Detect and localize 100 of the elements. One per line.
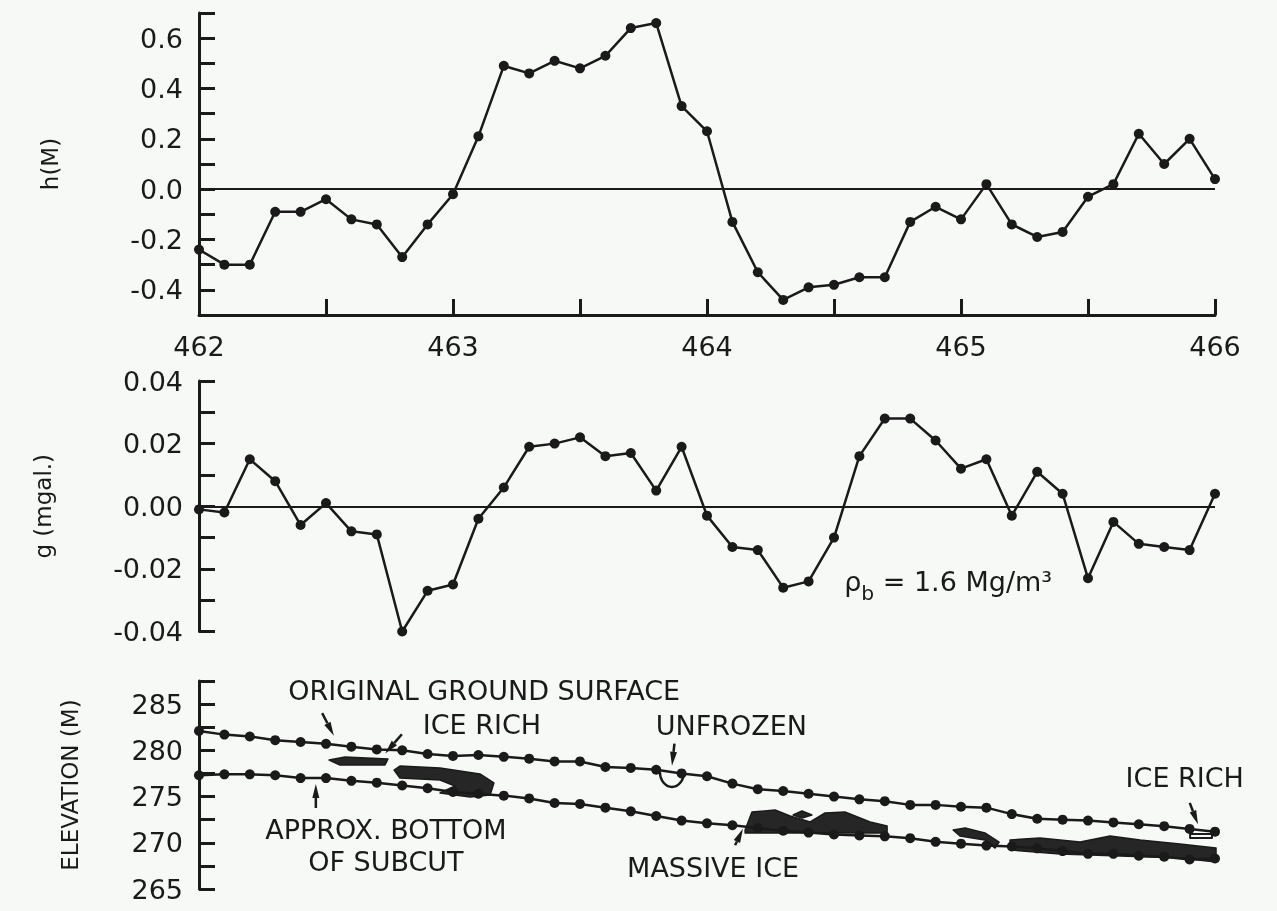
point bbox=[1159, 851, 1170, 862]
annotation: MASSIVE ICE bbox=[627, 851, 800, 883]
point bbox=[702, 771, 712, 782]
point bbox=[524, 68, 535, 79]
point bbox=[244, 259, 255, 270]
x-tick-label: 462 bbox=[173, 331, 225, 362]
point bbox=[879, 272, 890, 283]
point bbox=[905, 799, 916, 810]
point bbox=[448, 189, 458, 200]
point bbox=[879, 413, 890, 424]
point bbox=[1210, 853, 1220, 864]
point bbox=[651, 485, 662, 496]
point bbox=[549, 756, 560, 767]
y-axis-title: h(M) bbox=[36, 137, 63, 191]
y-tick-label: -0.2 bbox=[130, 224, 183, 255]
point bbox=[600, 50, 611, 61]
point bbox=[524, 753, 535, 764]
point bbox=[829, 829, 839, 840]
point bbox=[829, 532, 839, 543]
point bbox=[549, 798, 560, 809]
point bbox=[1210, 826, 1220, 837]
point bbox=[321, 738, 331, 749]
point bbox=[956, 214, 966, 225]
point bbox=[829, 279, 839, 290]
point bbox=[498, 790, 509, 801]
point bbox=[1133, 850, 1144, 861]
point bbox=[930, 836, 941, 847]
point bbox=[905, 413, 916, 424]
point bbox=[575, 432, 585, 443]
point bbox=[803, 788, 814, 799]
point bbox=[600, 451, 611, 462]
point bbox=[219, 769, 230, 780]
point bbox=[575, 798, 585, 809]
point bbox=[752, 784, 763, 795]
y-tick-label: -0.02 bbox=[113, 553, 183, 585]
point bbox=[1006, 510, 1017, 521]
y-tick-label: 0.4 bbox=[140, 73, 183, 104]
point bbox=[1184, 545, 1195, 556]
annotation: ORIGINAL GROUND SURFACE bbox=[288, 674, 681, 706]
point bbox=[956, 838, 966, 849]
point bbox=[422, 219, 433, 230]
point bbox=[905, 833, 916, 844]
point bbox=[1159, 821, 1170, 832]
y-tick-label: -0.04 bbox=[113, 616, 183, 647]
point bbox=[371, 744, 382, 755]
y-tick-label: 0.6 bbox=[140, 22, 183, 54]
point bbox=[1032, 466, 1043, 477]
point bbox=[498, 482, 509, 493]
point bbox=[397, 780, 408, 791]
annotation: UNFROZEN bbox=[655, 709, 808, 741]
point bbox=[1083, 848, 1093, 859]
point bbox=[1108, 516, 1119, 527]
point bbox=[676, 101, 687, 112]
point bbox=[1108, 848, 1119, 859]
point bbox=[702, 126, 712, 137]
y-axis-title: ELEVATION (M) bbox=[56, 699, 83, 871]
point bbox=[346, 214, 357, 225]
point bbox=[930, 435, 941, 446]
point bbox=[625, 806, 636, 817]
point bbox=[854, 794, 865, 805]
x-tick-label: 464 bbox=[681, 331, 733, 362]
y-tick-label: 280 bbox=[131, 734, 183, 766]
point bbox=[930, 201, 941, 212]
point bbox=[498, 60, 509, 71]
point bbox=[879, 831, 890, 842]
point bbox=[676, 815, 687, 826]
point bbox=[752, 545, 763, 556]
point bbox=[295, 206, 306, 217]
point bbox=[956, 801, 966, 812]
y-tick-label: 0.02 bbox=[122, 428, 183, 460]
point bbox=[321, 194, 331, 205]
point bbox=[397, 626, 408, 637]
x-tick-label: 466 bbox=[1189, 331, 1241, 362]
point bbox=[651, 764, 662, 775]
point bbox=[600, 761, 611, 772]
point bbox=[625, 23, 636, 34]
point bbox=[956, 463, 966, 474]
point bbox=[194, 770, 204, 781]
point bbox=[778, 294, 789, 305]
point bbox=[702, 818, 712, 829]
x-tick-label: 465 bbox=[935, 331, 987, 362]
point bbox=[1108, 817, 1119, 828]
point bbox=[854, 272, 865, 283]
point bbox=[930, 799, 941, 810]
point bbox=[981, 454, 992, 465]
point bbox=[295, 737, 306, 748]
point bbox=[448, 579, 458, 590]
point bbox=[752, 267, 763, 278]
point bbox=[1083, 191, 1093, 202]
point bbox=[194, 725, 204, 736]
point bbox=[1133, 128, 1144, 139]
point bbox=[524, 441, 535, 452]
point bbox=[625, 448, 636, 459]
point bbox=[803, 282, 814, 293]
point bbox=[676, 768, 687, 779]
y-axis-title: g (mgal.) bbox=[29, 453, 56, 559]
point bbox=[422, 783, 433, 794]
point bbox=[803, 827, 814, 838]
point bbox=[1032, 231, 1043, 242]
point bbox=[651, 18, 662, 29]
